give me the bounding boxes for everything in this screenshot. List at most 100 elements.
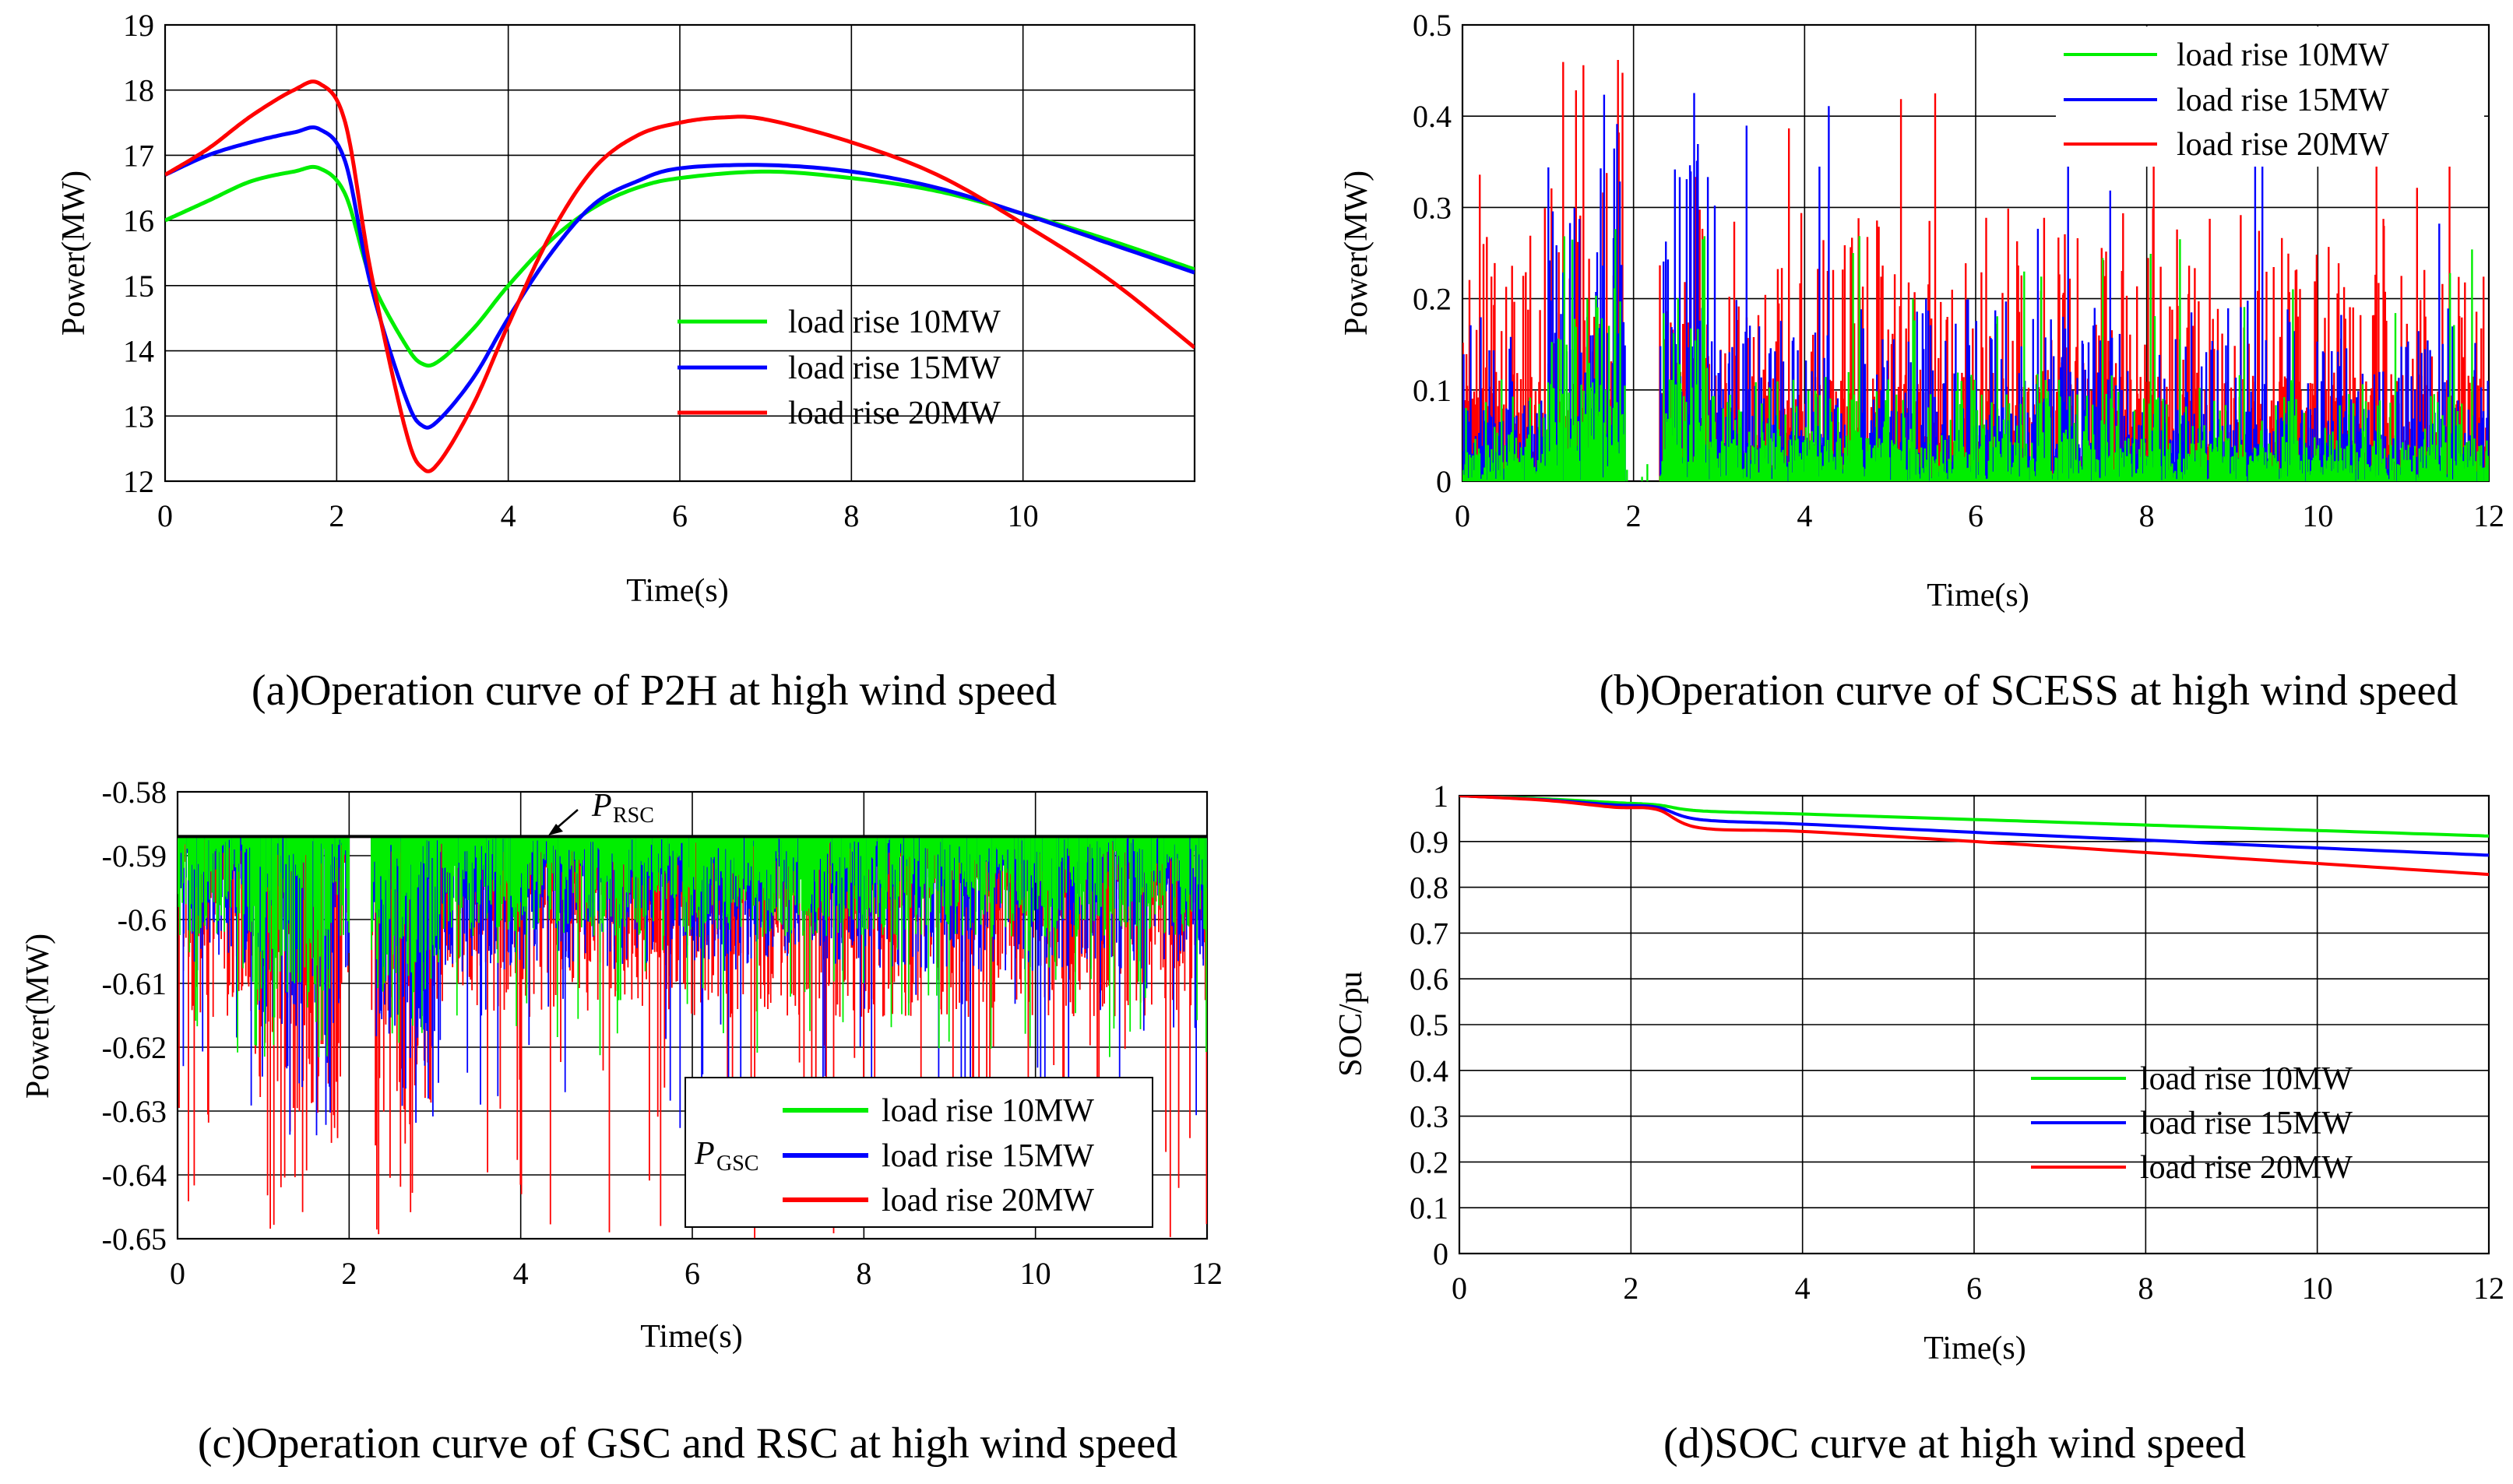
panel-c-caption: (c)Operation curve of GSC and RSC at hig…: [198, 1419, 1177, 1468]
y-tick-label: 0.2: [1410, 1145, 1448, 1180]
legend-label-15mw: load rise 15MW: [2140, 1106, 2353, 1141]
y-tick-label: 17: [123, 138, 154, 173]
x-tick-label: 4: [1797, 498, 1812, 533]
x-tick-label: 2: [1623, 1271, 1638, 1306]
y-tick-label: 0: [1436, 464, 1452, 499]
panel-d-series: [1459, 796, 2489, 877]
panel-a-series: [165, 79, 1195, 473]
x-tick-label: 0: [1452, 1271, 1467, 1306]
series-spikes-0: [1462, 229, 2489, 481]
series-line-2: [1459, 796, 2489, 877]
legend-label-20mw: load rise 20MW: [2140, 1150, 2353, 1186]
x-tick-label: 6: [685, 1256, 700, 1291]
series-line-1: [165, 125, 1195, 430]
panel-d-grid: [1459, 796, 2489, 1254]
series-dips-0: [178, 836, 1207, 1057]
y-tick-label: -0.61: [102, 966, 167, 1001]
legend-label-10mw: load rise 10MW: [2177, 37, 2389, 73]
y-tick-label: 19: [123, 8, 154, 43]
panel-b-xlabel: Time(s): [1927, 578, 2029, 614]
x-tick-label: 4: [501, 498, 516, 533]
x-tick-label: 0: [1455, 498, 1470, 533]
y-tick-label: 0.1: [1413, 373, 1452, 408]
series-line-0: [165, 164, 1195, 368]
x-tick-label: 6: [672, 498, 688, 533]
y-tick-label: 0.3: [1413, 190, 1452, 225]
y-tick-label: 0.5: [1413, 8, 1452, 43]
y-tick-label: 0.8: [1410, 870, 1448, 906]
y-tick-label: 0.2: [1413, 282, 1452, 317]
x-tick-label: 6: [1966, 1271, 1982, 1306]
legend-label-15mw: load rise 15MW: [788, 350, 1001, 386]
panel-a-ylabel: Power(MW): [56, 171, 92, 336]
legend-label-15mw: load rise 15MW: [2177, 83, 2389, 118]
panel-d-caption: (d)SOC curve at high wind speed: [1663, 1419, 2246, 1468]
x-tick-label: 8: [843, 498, 859, 533]
pgsc-label: P: [694, 1136, 715, 1172]
panel-b-ylabel: Power(MW): [1339, 171, 1374, 336]
panel-c-series: [178, 835, 1207, 1239]
x-tick-label: 10: [1020, 1256, 1051, 1291]
y-tick-label: -0.65: [102, 1222, 167, 1257]
y-tick-label: 16: [123, 203, 154, 238]
panel-d-xlabel: Time(s): [1923, 1331, 2026, 1366]
panel-b-series: [1462, 60, 2489, 481]
x-tick-label: 10: [1008, 498, 1039, 533]
y-tick-label: 1: [1433, 779, 1448, 814]
panel-d-ticks: 0 2 4 6 8 10 12 0 0.1 0.2 0.3 0.4 0.5 0.6 0.7 0.8 0.9 1: [1410, 779, 2504, 1306]
x-tick-label: 10: [2302, 498, 2333, 533]
panel-c-ticks: 0 2 4 6 8 10 12 -0.58 -0.59 -0.6 -0.61 -0.62 -0.63 -0…: [102, 775, 1223, 1291]
legend-label-20mw: load rise 20MW: [788, 396, 1001, 431]
y-tick-label: 0.5: [1410, 1008, 1448, 1043]
panel-c-legend: load rise 10MW load rise 15MW load rise …: [685, 1077, 1153, 1228]
panel-b-legend: load rise 10MW load rise 15MW load rise …: [2056, 26, 2484, 167]
y-tick-label: 15: [123, 269, 154, 304]
prsc-label: P: [591, 788, 612, 824]
prsc-annotation: P RSC: [548, 788, 654, 835]
panel-d-legend: load rise 10MW load rise 15MW load rise …: [2031, 1061, 2353, 1186]
series-line-2: [165, 79, 1195, 473]
legend-label-10mw: load rise 10MW: [882, 1093, 1094, 1129]
series-line-0: [1459, 796, 2489, 838]
x-tick-label: 12: [1191, 1256, 1223, 1291]
prsc-arrowhead: [548, 824, 563, 835]
x-tick-label: 0: [157, 498, 173, 533]
panel-d-soc: 0 2 4 6 8 10 12 0 0.1 0.2 0.3 0.4 0.5 0.6 0.7 0.8 0.9 1 T…: [1333, 779, 2504, 1468]
x-tick-label: 4: [513, 1256, 529, 1291]
x-tick-label: 0: [170, 1256, 185, 1291]
panel-a-ticks: 0 2 4 6 8 10 12 13 14 15 16 17 18 19: [123, 8, 1039, 533]
y-tick-label: -0.59: [102, 839, 167, 874]
x-tick-label: 6: [1968, 498, 1983, 533]
y-tick-label: 0.3: [1410, 1099, 1448, 1134]
panel-d-ylabel: SOC/pu: [1333, 971, 1369, 1076]
panel-a-p2h: 0 2 4 6 8 10 12 13 14 15 16 17 18 19 Time(s) Power(MW…: [56, 8, 1196, 715]
x-tick-label: 2: [1626, 498, 1642, 533]
y-tick-label: 0: [1433, 1236, 1448, 1271]
y-tick-label: 18: [123, 73, 154, 108]
panel-b-ticks: 0 2 4 6 8 10 12 0 0.1 0.2 0.3 0.4 0.5: [1413, 8, 2504, 533]
legend-label-15mw: load rise 15MW: [882, 1138, 1094, 1174]
legend-box: [685, 1077, 1153, 1228]
y-tick-label: 0.6: [1410, 962, 1448, 997]
y-tick-label: -0.6: [118, 902, 167, 937]
y-tick-label: 0.4: [1410, 1053, 1448, 1088]
legend-label-10mw: load rise 10MW: [788, 304, 1001, 340]
pgsc-subscript: GSC: [716, 1152, 758, 1176]
panel-a-grid: [165, 25, 1195, 481]
x-tick-label: 12: [2473, 1271, 2504, 1306]
x-tick-label: 2: [341, 1256, 357, 1291]
y-tick-label: -0.62: [102, 1030, 167, 1065]
legend-label-20mw: load rise 20MW: [882, 1183, 1094, 1218]
y-tick-label: 12: [123, 464, 154, 499]
x-tick-label: 10: [2302, 1271, 2333, 1306]
x-tick-label: 8: [2138, 1271, 2153, 1306]
y-tick-label: -0.63: [102, 1094, 167, 1129]
y-tick-label: 0.4: [1413, 99, 1452, 134]
x-tick-label: 4: [1795, 1271, 1811, 1306]
prsc-subscript: RSC: [613, 804, 654, 828]
legend-label-10mw: load rise 10MW: [2140, 1061, 2353, 1097]
y-tick-label: 0.7: [1410, 916, 1448, 951]
y-tick-label: -0.64: [102, 1158, 167, 1193]
y-tick-label: 0.1: [1410, 1190, 1448, 1226]
